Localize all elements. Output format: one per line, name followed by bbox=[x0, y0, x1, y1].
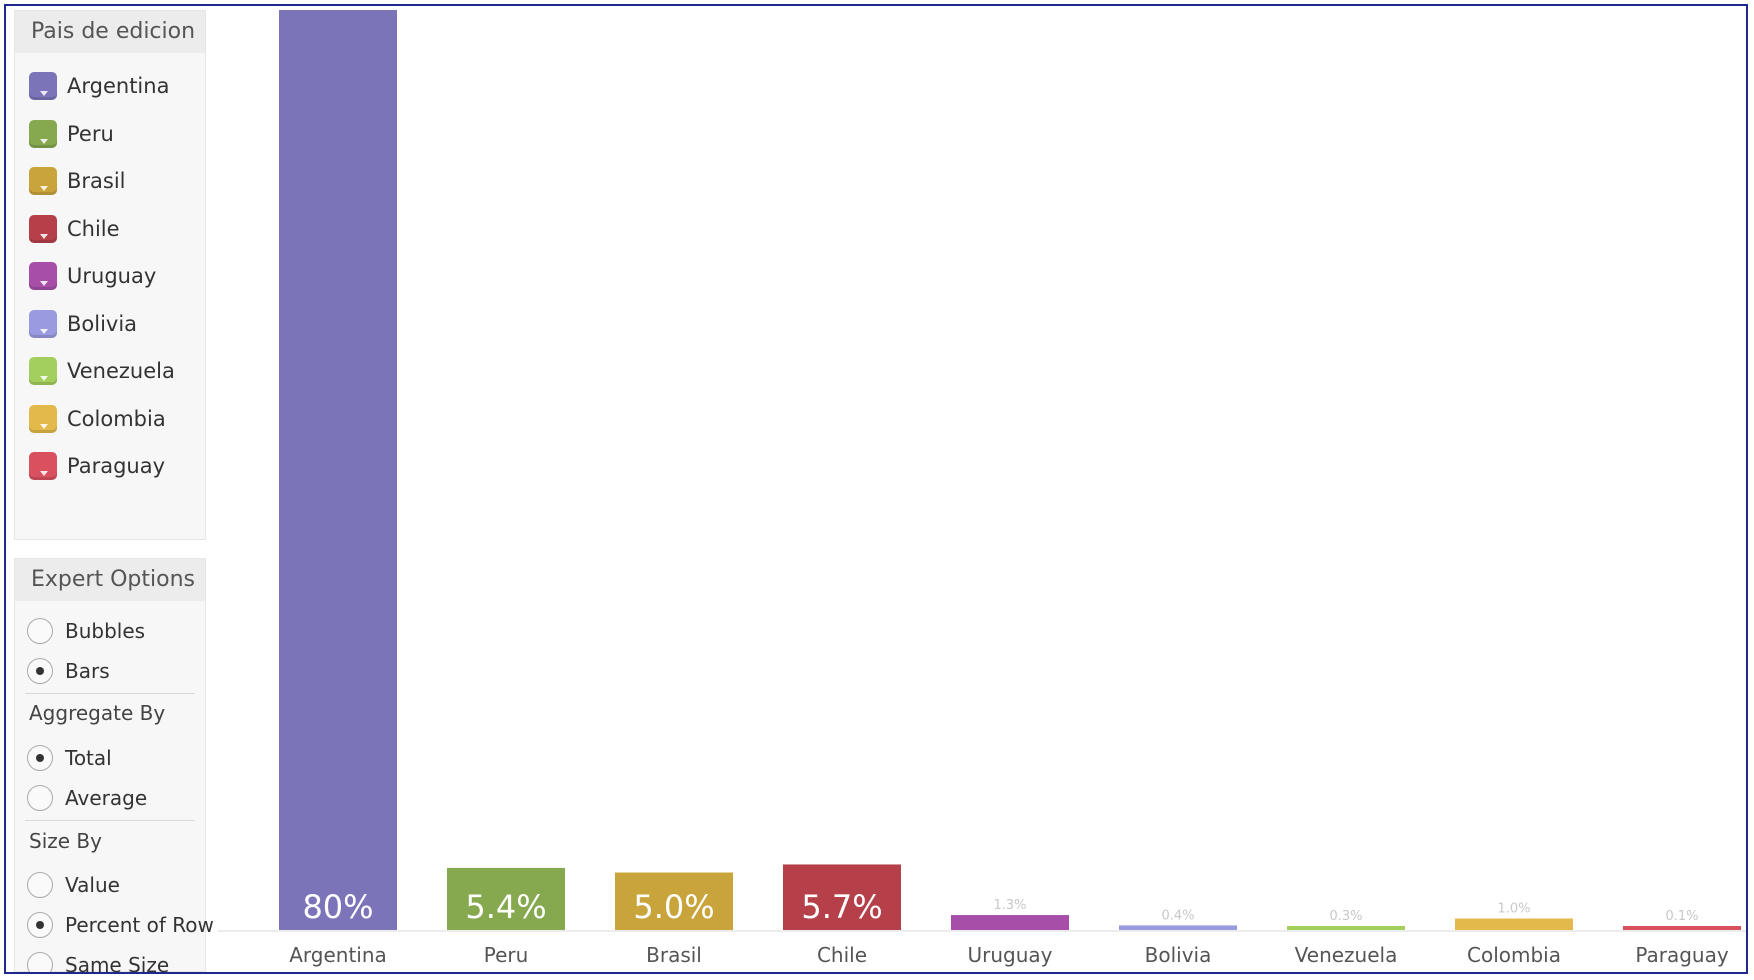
bar-bolivia[interactable] bbox=[1119, 925, 1237, 930]
expert-options-panel: Expert Options Bubbles Bars Aggregate By… bbox=[14, 558, 214, 974]
expert-options-title: Expert Options bbox=[15, 559, 205, 601]
legend-label: Bolivia bbox=[67, 311, 138, 336]
radio-percent-of-row-label: Percent of Row bbox=[65, 913, 214, 937]
chevron-down-icon bbox=[40, 471, 48, 476]
radio-bubbles-circle[interactable] bbox=[27, 618, 53, 644]
data-label-uruguay: 1.3% bbox=[993, 898, 1026, 913]
legend-label: Uruguay bbox=[67, 264, 157, 288]
data-label-bolivia: 0.4% bbox=[1161, 908, 1194, 923]
x-tick-label-argentina: Argentina bbox=[289, 943, 387, 967]
chevron-down-icon bbox=[40, 138, 48, 144]
aggregate-by-title: Aggregate By bbox=[29, 701, 166, 725]
chevron-down-icon bbox=[40, 376, 48, 381]
bar-uruguay[interactable] bbox=[951, 915, 1069, 930]
radio-average-label: Average bbox=[65, 786, 148, 810]
legend-label: Peru bbox=[67, 121, 114, 146]
bar-brasil[interactable] bbox=[615, 872, 733, 931]
legend-swatch[interactable] bbox=[29, 214, 57, 243]
legend-item-venezuela[interactable]: Venezuela bbox=[29, 354, 175, 388]
data-label-brasil: 5.0% bbox=[633, 888, 714, 926]
bar-colombia[interactable] bbox=[1455, 918, 1573, 931]
data-label-venezuela: 0.3% bbox=[1329, 909, 1362, 924]
bar-argentina[interactable] bbox=[279, 10, 397, 930]
x-tick-label-bolivia: Bolivia bbox=[1145, 943, 1212, 967]
radio-same-size-label: Same Size bbox=[65, 953, 170, 974]
bar-venezuela[interactable] bbox=[1287, 926, 1405, 930]
legend-item-peru[interactable]: Peru bbox=[29, 117, 114, 151]
radio-value-label: Value bbox=[65, 873, 120, 897]
radio-average[interactable]: Average bbox=[27, 782, 147, 814]
chevron-down-icon bbox=[40, 91, 48, 96]
legend-title: Pais de edicion bbox=[15, 11, 205, 53]
legend-label: Colombia bbox=[67, 406, 166, 431]
sidebar: Pais de edicion Argentina Peru Brasil Chile… bbox=[14, 10, 214, 974]
legend-label: Chile bbox=[67, 216, 120, 241]
legend-swatch[interactable] bbox=[29, 72, 57, 100]
chevron-down-icon bbox=[40, 423, 48, 429]
legend-label: Venezuela bbox=[67, 359, 175, 383]
legend-label: Paraguay bbox=[67, 454, 166, 478]
x-tick-label-brasil: Brasil bbox=[646, 943, 702, 967]
bar-chart-svg: 80% Argentina 5.4% Peru 5.0% Brasil 5.7% Chile 1… bbox=[218, 10, 1746, 967]
legend-item-brasil[interactable]: Brasil bbox=[29, 164, 126, 198]
legend-item-paraguay[interactable]: Paraguay bbox=[29, 449, 165, 483]
x-tick-label-uruguay: Uruguay bbox=[968, 943, 1053, 967]
data-label-chile: 5.7% bbox=[801, 888, 882, 926]
chevron-down-icon bbox=[40, 186, 48, 191]
chevron-down-icon bbox=[40, 281, 48, 286]
legend-swatch[interactable] bbox=[29, 119, 57, 148]
radio-total[interactable]: Total bbox=[27, 742, 112, 774]
legend-item-argentina[interactable]: Argentina bbox=[29, 69, 169, 103]
radio-bars[interactable]: Bars bbox=[27, 655, 110, 687]
radio-percent-of-row[interactable]: Percent of Row bbox=[27, 909, 214, 941]
radio-same-size-circle[interactable] bbox=[27, 952, 53, 972]
data-label-paraguay: 0.1% bbox=[1665, 909, 1698, 924]
legend-swatch[interactable] bbox=[29, 167, 57, 195]
size-by-title: Size By bbox=[29, 829, 102, 853]
options-divider bbox=[25, 820, 195, 821]
bar-chart: 80% Argentina 5.4% Peru 5.0% Brasil 5.7% Chile 1… bbox=[218, 6, 1746, 972]
app-frame: Pais de edicion Argentina Peru Brasil Chile… bbox=[4, 4, 1748, 974]
x-tick-label-peru: Peru bbox=[484, 943, 529, 967]
data-label-colombia: 1.0% bbox=[1497, 902, 1530, 917]
legend-label: Argentina bbox=[67, 74, 170, 98]
legend-item-uruguay[interactable]: Uruguay bbox=[29, 259, 156, 293]
radio-bars-label: Bars bbox=[65, 659, 110, 683]
legend-panel: Pais de edicion Argentina Peru Brasil Chile… bbox=[14, 10, 206, 540]
x-tick-label-venezuela: Venezuela bbox=[1295, 943, 1398, 967]
legend-swatch[interactable] bbox=[29, 262, 57, 290]
chevron-down-icon bbox=[40, 233, 48, 239]
radio-same-size[interactable]: Same Size bbox=[27, 949, 170, 974]
radio-average-circle[interactable] bbox=[27, 785, 53, 811]
legend-item-chile[interactable]: Chile bbox=[29, 212, 120, 246]
data-label-argentina: 80% bbox=[302, 888, 373, 926]
radio-value-circle[interactable] bbox=[27, 872, 53, 898]
bar-chile[interactable] bbox=[783, 864, 901, 930]
legend-swatch[interactable] bbox=[29, 309, 57, 338]
legend-swatch[interactable] bbox=[29, 404, 57, 433]
radio-bubbles[interactable]: Bubbles bbox=[27, 615, 145, 647]
bar-paraguay[interactable] bbox=[1623, 926, 1741, 930]
chevron-down-icon bbox=[40, 328, 48, 334]
x-tick-label-colombia: Colombia bbox=[1467, 943, 1561, 967]
radio-percent-of-row-circle[interactable] bbox=[27, 912, 53, 938]
legend-swatch[interactable] bbox=[29, 452, 57, 480]
radio-bars-circle[interactable] bbox=[27, 658, 53, 684]
radio-total-circle[interactable] bbox=[27, 745, 53, 771]
bar-peru[interactable] bbox=[447, 867, 565, 930]
radio-bubbles-label: Bubbles bbox=[65, 619, 146, 643]
options-divider bbox=[25, 693, 195, 694]
legend-label: Brasil bbox=[67, 169, 126, 193]
legend-item-bolivia[interactable]: Bolivia bbox=[29, 307, 137, 341]
legend-item-colombia[interactable]: Colombia bbox=[29, 402, 166, 436]
x-tick-label-chile: Chile bbox=[817, 943, 867, 967]
legend-swatch[interactable] bbox=[29, 357, 57, 385]
radio-value[interactable]: Value bbox=[27, 869, 120, 901]
data-label-peru: 5.4% bbox=[465, 888, 546, 926]
x-tick-label-paraguay: Paraguay bbox=[1635, 943, 1729, 967]
radio-total-label: Total bbox=[65, 746, 112, 770]
